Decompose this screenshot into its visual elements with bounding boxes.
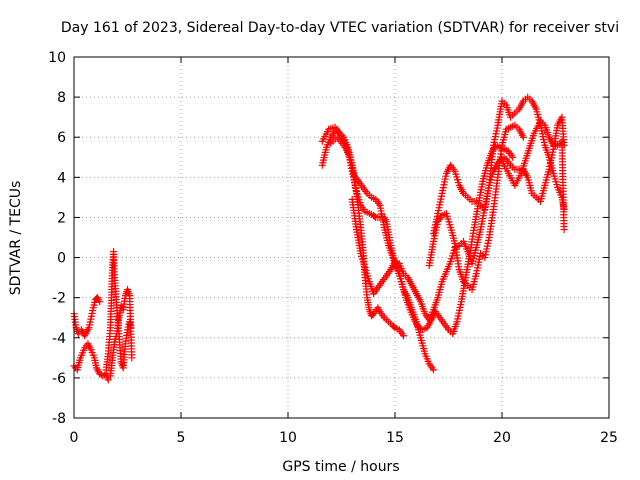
data-point	[104, 376, 112, 384]
data-point	[430, 366, 438, 374]
x-tick-label: 15	[386, 430, 404, 446]
data-point	[128, 354, 136, 362]
grid	[74, 57, 609, 418]
y-tick-label: 6	[57, 130, 66, 146]
data-series	[70, 93, 568, 384]
data-series-group	[430, 93, 568, 237]
x-tick-label: 10	[279, 430, 297, 446]
data-series-group	[70, 294, 104, 340]
chart-title: Day 161 of 2023, Sidereal Day-to-day VTE…	[61, 20, 619, 36]
y-tick-label: -6	[52, 371, 66, 387]
y-tick-label: 4	[57, 170, 66, 186]
data-series-group	[318, 123, 438, 374]
y-tick-label: 0	[57, 251, 66, 267]
data-point	[519, 133, 527, 141]
data-series-group	[106, 286, 136, 380]
y-axis-label: SDTVAR / TECUs	[8, 181, 24, 296]
axis-ticks: -8 -6 -4 -2 0 2 4 6 8 10 0 5 10 15 20 25	[48, 50, 618, 446]
y-tick-label: 8	[57, 90, 66, 106]
x-tick-label: 0	[70, 430, 79, 446]
x-tick-label: 5	[177, 430, 186, 446]
x-tick-label: 25	[600, 430, 618, 446]
y-tick-label: -4	[52, 331, 66, 347]
y-tick-label: -2	[52, 291, 66, 307]
data-series-group	[348, 153, 527, 324]
data-point	[400, 332, 408, 340]
y-tick-label: 2	[57, 210, 66, 226]
data-series-group	[70, 340, 112, 384]
x-tick-label: 20	[493, 430, 511, 446]
data-point	[560, 225, 568, 233]
plot-frame	[73, 56, 610, 419]
data-series-group	[327, 133, 517, 338]
data-series-group	[519, 113, 568, 205]
x-axis-label: GPS time / hours	[282, 459, 399, 475]
y-tick-label: -8	[52, 411, 66, 427]
data-point	[560, 141, 568, 149]
data-series-group	[318, 127, 408, 340]
data-series-group	[425, 121, 527, 294]
data-point	[96, 298, 104, 306]
y-tick-label: 10	[48, 50, 66, 66]
data-series-group	[498, 117, 568, 233]
data-point	[509, 153, 517, 161]
data-point	[371, 212, 379, 220]
